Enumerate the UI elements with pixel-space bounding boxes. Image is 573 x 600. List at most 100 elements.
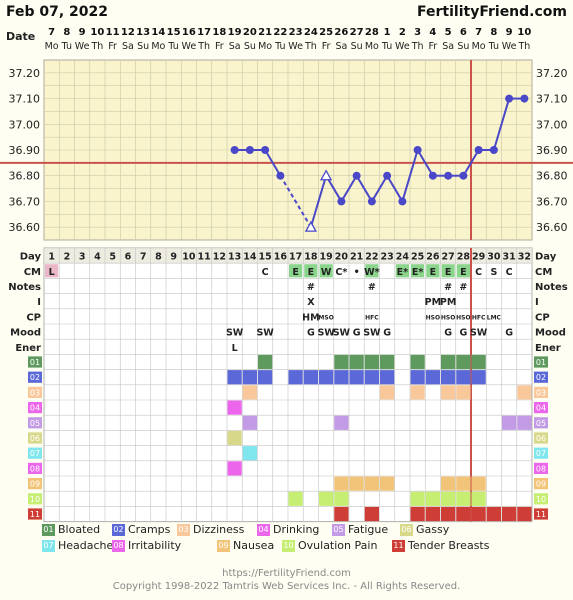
y-tick-left: 36.70 <box>9 195 41 208</box>
row-label-right: I <box>535 297 539 308</box>
symptom-cell <box>441 370 456 385</box>
row-cell-cm: E <box>445 267 452 278</box>
temp-segment <box>340 175 358 202</box>
weekday-label: Mo <box>151 41 165 52</box>
row-cell-day: 32 <box>518 252 531 263</box>
row-label-left: Mood <box>10 328 41 339</box>
y-tick-left: 36.60 <box>9 221 41 234</box>
date-number: 10 <box>517 27 531 38</box>
legend-item: 06 Gassy <box>400 523 449 536</box>
row-cell-day: 6 <box>125 252 132 263</box>
cm-cell-fill <box>426 264 440 278</box>
row-cell-i: PM <box>440 297 456 308</box>
weekday-label: Th <box>304 41 317 52</box>
y-tick-right: 37.20 <box>536 67 568 80</box>
temp-segment <box>264 149 282 177</box>
weekday-label: Tu <box>61 41 72 52</box>
symptom-code-right: 01 <box>536 358 546 367</box>
legend-swatch: 04 <box>257 524 270 536</box>
legend-item: 02 Cramps <box>112 523 170 536</box>
symptom-cell <box>349 476 364 491</box>
temp-segment <box>371 175 388 202</box>
symptom-badge-left <box>28 478 42 490</box>
legend-label: Drinking <box>273 523 320 536</box>
symptom-badge-left <box>28 447 42 459</box>
date-number: 9 <box>79 27 86 38</box>
date-number: 2 <box>399 27 406 38</box>
date-row-label: Date <box>6 30 35 43</box>
row-cell-day: 13 <box>228 252 241 263</box>
symptom-badge-right <box>534 462 548 474</box>
row-cell-cm: C <box>506 267 513 278</box>
row-cell-day: 20 <box>335 252 349 263</box>
weekday-label: We <box>288 41 303 52</box>
legend-item: 09 Nausea <box>217 539 274 552</box>
temp-segment <box>401 149 419 202</box>
temp-segment <box>386 175 404 202</box>
temp-point <box>474 146 483 154</box>
weekday-label: Sa <box>442 41 454 52</box>
row-cell-day: 4 <box>94 252 101 263</box>
symptom-cell <box>319 370 334 385</box>
symptom-cell <box>334 370 349 385</box>
row-cell-mood: G <box>505 328 513 339</box>
footer: https://FertilityFriend.com Copyright 19… <box>0 567 573 593</box>
date-number: 22 <box>273 27 287 38</box>
symptom-cell <box>227 400 242 415</box>
date-number: 7 <box>475 27 482 38</box>
symptom-cell <box>456 491 471 506</box>
date-number: 10 <box>90 27 104 38</box>
symptom-cell <box>425 506 440 522</box>
legend-swatch: 06 <box>400 524 413 536</box>
row-cell-cp: HSO <box>456 314 470 321</box>
weekday-label: Mo <box>365 41 379 52</box>
weekday-label: Sa <box>229 41 241 52</box>
symptom-cell <box>242 385 257 400</box>
symptom-badge-right <box>534 478 548 490</box>
legend-item: 05 Fatigue <box>332 523 388 536</box>
symptom-cell <box>242 415 257 430</box>
weekday-label: Mo <box>472 41 486 52</box>
y-tick-right: 37.00 <box>536 118 568 131</box>
row-cell-day: 27 <box>442 252 455 263</box>
symptom-cell <box>349 354 364 370</box>
symptom-cell <box>258 354 273 370</box>
temp-segment-dashed <box>279 175 312 228</box>
weekday-label: Su <box>457 41 469 52</box>
date-number: 12 <box>121 27 135 38</box>
row-cell-i: PM <box>425 297 441 308</box>
temp-point-open <box>304 220 317 232</box>
symptom-cell <box>334 491 349 506</box>
symptom-code-right: 08 <box>536 464 546 473</box>
row-cell-cm: C* <box>335 267 347 278</box>
symptom-cell <box>364 370 379 385</box>
legend-swatch: 01 <box>42 524 55 536</box>
symptom-cell <box>456 385 471 400</box>
date-number: 5 <box>445 27 452 38</box>
weekday-label: Th <box>197 41 210 52</box>
symptom-cell <box>288 491 303 506</box>
legend-label: Dizziness <box>193 523 245 536</box>
temp-segment <box>462 149 480 177</box>
row-cell-cp: HSO <box>441 314 455 321</box>
row-cell-notes: # <box>368 282 376 293</box>
row-cell-day: 5 <box>109 252 116 263</box>
weekday-label: We <box>75 41 90 52</box>
symptom-badge-left <box>28 386 42 398</box>
row-cell-day: 10 <box>182 252 196 263</box>
row-cell-day: 12 <box>213 252 226 263</box>
temp-point <box>337 197 346 206</box>
legend-swatch: 02 <box>112 524 125 536</box>
footer-url: https://FertilityFriend.com <box>222 568 351 579</box>
symptom-badge-right <box>534 356 548 368</box>
date-number: 15 <box>167 27 181 38</box>
legend-swatch: 03 <box>177 524 190 536</box>
date-number: 11 <box>106 27 120 38</box>
row-cell-notes: # <box>444 282 452 293</box>
symptom-code-left: 07 <box>30 449 40 458</box>
legend-label: Fatigue <box>348 523 389 536</box>
weekday-label: Sa <box>122 41 134 52</box>
row-cell-day: 16 <box>274 252 288 263</box>
legend-item: 01 Bloated <box>42 523 100 536</box>
